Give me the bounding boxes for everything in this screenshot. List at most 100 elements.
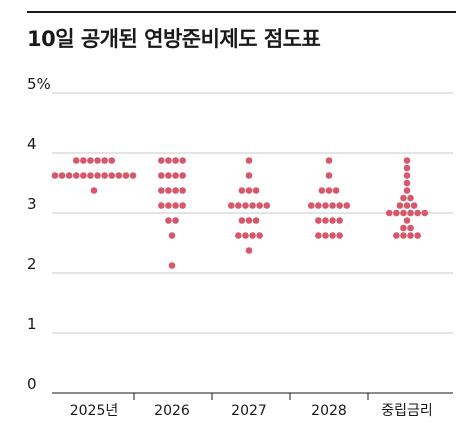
projection-dot (165, 217, 172, 224)
projection-dot (385, 209, 393, 217)
projection-dot (179, 202, 186, 209)
projection-dot (343, 202, 351, 209)
projection-dot (168, 232, 176, 239)
projection-dot (315, 217, 322, 224)
projection-dot (252, 217, 260, 224)
projection-dot (72, 157, 80, 164)
projection-dot (252, 187, 260, 194)
y-tick-label: 2 (27, 255, 37, 273)
projection-dot (245, 247, 253, 254)
projection-dot (245, 157, 253, 164)
projection-dot (172, 202, 179, 209)
projection-dot (80, 157, 87, 164)
projection-dot (179, 157, 186, 164)
projection-dot (227, 202, 235, 209)
projection-dot (400, 232, 407, 239)
projection-dot (108, 157, 116, 164)
projection-dot (329, 202, 336, 209)
projection-dot (101, 172, 108, 179)
x-tick-label: 2026 (154, 403, 190, 419)
projection-dot (101, 157, 108, 164)
projection-dot (172, 217, 179, 224)
projection-dot (179, 187, 186, 194)
y-tick-label: 1 (27, 315, 37, 333)
projection-dot (396, 202, 404, 209)
projection-dot (87, 172, 94, 179)
projection-dot (238, 187, 246, 194)
projection-dot (51, 172, 59, 179)
projection-dot (403, 187, 411, 194)
projection-dot (172, 157, 179, 164)
projection-dot (329, 232, 336, 239)
projection-dot (329, 217, 336, 224)
projection-dot (122, 172, 130, 179)
projection-dot (336, 217, 343, 224)
projection-dot (307, 202, 315, 209)
projection-dot (403, 157, 411, 164)
projection-dot (407, 194, 414, 202)
projection-dot (414, 232, 421, 239)
projection-dot (249, 202, 256, 209)
x-tick-label: 2027 (231, 403, 267, 419)
projection-dot (256, 232, 263, 239)
projection-dot (108, 172, 116, 179)
projection-dot (403, 172, 411, 179)
projection-dot (322, 217, 329, 224)
projection-dot (407, 209, 414, 217)
projection-dot (129, 172, 137, 179)
projection-dot (158, 172, 165, 179)
title-rule (27, 11, 456, 13)
projection-dot (87, 157, 94, 164)
projection-dot (165, 187, 172, 194)
projection-dot (58, 172, 66, 179)
projection-dot (235, 232, 242, 239)
projection-dot (165, 202, 172, 209)
y-tick-label: 0 (27, 375, 37, 393)
projection-dot (165, 157, 172, 164)
projection-dot (94, 157, 101, 164)
projection-dot (72, 172, 80, 179)
projection-dot (318, 187, 326, 194)
projection-dot (336, 202, 343, 209)
projection-dot (80, 172, 87, 179)
projection-dot (403, 179, 411, 187)
projection-dot (403, 164, 411, 172)
projection-dot (336, 232, 343, 239)
projection-dot (256, 202, 263, 209)
projection-dot (249, 232, 256, 239)
projection-dot (410, 202, 418, 209)
projection-dot (158, 157, 165, 164)
projection-dot (172, 187, 179, 194)
projection-dot (235, 202, 242, 209)
projection-dot (238, 217, 246, 224)
projection-dot (407, 232, 414, 239)
projection-dot (263, 202, 271, 209)
projection-dot (407, 224, 414, 232)
projection-dot (65, 172, 73, 179)
projection-dot (158, 202, 165, 209)
projection-dot (179, 172, 186, 179)
projection-dot (245, 187, 253, 194)
projection-dot (158, 187, 165, 194)
projection-dot (393, 209, 400, 217)
projection-dot (325, 172, 333, 179)
projection-dot (414, 209, 421, 217)
projection-dot (400, 224, 407, 232)
projection-dot (400, 194, 407, 202)
projection-dot (172, 172, 179, 179)
projection-dot (90, 187, 98, 194)
projection-dot (332, 187, 340, 194)
projection-dot (165, 172, 172, 179)
projection-dot (421, 209, 429, 217)
projection-dot (325, 157, 333, 164)
projection-dot (242, 232, 249, 239)
projection-dot (322, 232, 329, 239)
projection-dot (115, 172, 123, 179)
projection-dot (393, 232, 400, 239)
projection-dot (94, 172, 101, 179)
projection-dot (242, 202, 249, 209)
projection-dot (315, 202, 322, 209)
projection-dot (403, 217, 411, 224)
projection-dot (245, 172, 253, 179)
